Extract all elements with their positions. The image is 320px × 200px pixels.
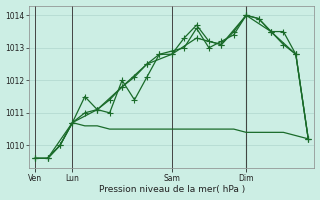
X-axis label: Pression niveau de la mer( hPa ): Pression niveau de la mer( hPa ) xyxy=(99,185,245,194)
